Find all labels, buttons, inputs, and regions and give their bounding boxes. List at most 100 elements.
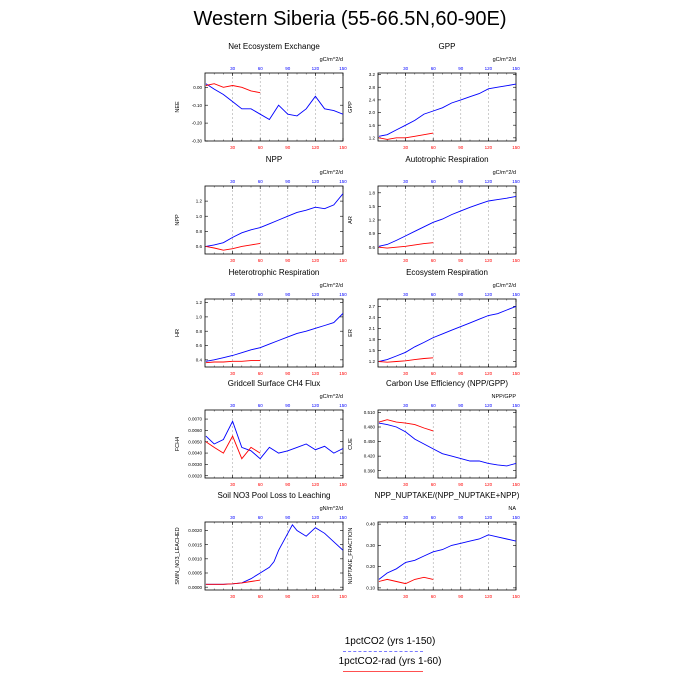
y-tick-label: 0.0070 (188, 417, 202, 422)
y-tick-label: 0.420 (364, 454, 376, 459)
y-tick-label: 0.6 (369, 245, 376, 250)
x-tick-label-bottom: 150 (339, 482, 347, 487)
x-tick-label-bottom: 150 (339, 145, 347, 150)
series-line-1pctco2-rad (378, 242, 434, 249)
chart-units: gC/m^2/d (320, 394, 343, 400)
y-tick-label: -0.10 (192, 103, 203, 108)
x-tick-label-bottom: 150 (512, 145, 520, 150)
x-tick-label-top: 90 (458, 179, 464, 184)
x-tick-label-bottom: 150 (512, 594, 520, 599)
y-tick-label: 2.7 (369, 304, 376, 309)
chart-panel-9: Soil NO3 Pool Loss to Leaching gN/m^2/d 30… (175, 491, 347, 599)
y-axis-label: GPP (348, 101, 354, 113)
x-tick-label-top: 120 (485, 179, 493, 184)
x-tick-label-top: 30 (230, 292, 236, 297)
x-tick-label-bottom: 120 (485, 594, 493, 599)
y-tick-label: 0.00 (193, 85, 202, 90)
plot-frame (204, 521, 344, 591)
y-tick-label: 0.0020 (188, 473, 202, 478)
x-tick-label-top: 120 (312, 66, 320, 71)
chart-units: gC/m^2/d (320, 283, 343, 289)
x-tick-label-bottom: 30 (403, 594, 409, 599)
x-tick-label-top: 120 (312, 179, 320, 184)
chart-title: Gridcell Surface CH4 Flux (228, 379, 320, 388)
chart-units: gC/m^2/d (493, 283, 516, 289)
x-tick-label-bottom: 30 (403, 482, 409, 487)
series-line-1pctco2 (205, 523, 343, 585)
x-tick-label-bottom: 60 (431, 482, 437, 487)
series-line-1pctco2 (378, 83, 516, 137)
x-tick-label-bottom: 120 (485, 258, 493, 263)
x-tick-label-top: 150 (339, 179, 347, 184)
x-tick-label-bottom: 90 (458, 258, 464, 263)
x-tick-label-bottom: 30 (230, 145, 236, 150)
x-tick-label-bottom: 90 (458, 371, 464, 376)
x-tick-label-top: 30 (230, 403, 236, 408)
y-axis-label: AR (348, 216, 354, 224)
y-tick-label: 1.8 (369, 337, 376, 342)
x-tick-label-top: 120 (312, 515, 320, 520)
y-tick-label: 2.8 (369, 85, 376, 90)
y-tick-label: 0.0060 (188, 428, 202, 433)
x-tick-label-bottom: 120 (485, 145, 493, 150)
x-tick-label-bottom: 30 (403, 258, 409, 263)
y-axis-label: NPP (175, 214, 181, 226)
x-tick-label-bottom: 30 (403, 371, 409, 376)
y-axis-label: SMIN_NO3_LEACHED (175, 527, 181, 584)
series-line-1pctco2 (205, 312, 343, 362)
x-tick-label-bottom: 30 (230, 258, 236, 263)
x-tick-label-top: 60 (431, 515, 437, 520)
x-tick-label-bottom: 60 (258, 482, 264, 487)
x-tick-label-bottom: 30 (230, 594, 236, 599)
y-tick-label: 0.40 (366, 522, 375, 527)
x-tick-label-top: 30 (403, 403, 409, 408)
y-tick-label: 0.510 (364, 410, 376, 415)
y-tick-label: 1.2 (369, 218, 376, 223)
x-tick-label-top: 60 (431, 403, 437, 408)
plot-frame (377, 72, 517, 142)
series-line-1pctco2-rad (205, 360, 261, 364)
y-tick-label: 0.4 (196, 357, 203, 362)
plot-frame (377, 409, 517, 479)
chart-title: Ecosystem Respiration (406, 268, 488, 277)
plot-frame (204, 72, 344, 142)
x-tick-label-top: 90 (458, 66, 464, 71)
y-tick-label: 1.5 (369, 204, 376, 209)
y-tick-label: 0.390 (364, 468, 376, 473)
x-tick-label-bottom: 60 (258, 145, 264, 150)
chart-title: Soil NO3 Pool Loss to Leaching (218, 491, 331, 500)
x-tick-label-top: 60 (431, 179, 437, 184)
x-tick-label-bottom: 150 (512, 371, 520, 376)
x-tick-label-top: 90 (285, 179, 291, 184)
y-tick-label: -0.30 (192, 139, 203, 144)
series-line-1pctco2 (378, 195, 516, 247)
x-tick-label-bottom: 120 (312, 258, 320, 263)
plot-frame (204, 409, 344, 479)
legend: 1pctCO2 (yrs 1-150) 1pctCO2-rad (yrs 1-6… (290, 636, 490, 676)
y-tick-label: 2.4 (369, 97, 376, 102)
chart-title: GPP (439, 42, 456, 51)
y-axis-label: HR (175, 329, 181, 337)
y-tick-label: 0.0010 (188, 556, 202, 561)
y-tick-label: 2.1 (369, 326, 376, 331)
y-tick-label: 0.0015 (188, 542, 202, 547)
x-tick-label-bottom: 120 (312, 371, 320, 376)
series-line-1pctco2-rad (378, 357, 434, 363)
chart-panel-2: GPP gC/m^2/d 30 60 90 120 150 30 60 90 120 150 1.2 1.… (348, 42, 520, 150)
y-tick-label: 0.450 (364, 439, 376, 444)
y-tick-label: 0.0020 (188, 528, 202, 533)
x-tick-label-bottom: 30 (403, 145, 409, 150)
x-tick-label-bottom: 90 (458, 594, 464, 599)
y-tick-label: 1.8 (369, 190, 376, 195)
y-tick-label: 0.6 (196, 244, 203, 249)
legend-item-1pctco2: 1pctCO2 (yrs 1-150) (290, 636, 490, 656)
x-tick-label-top: 150 (512, 403, 520, 408)
y-tick-label: 2.4 (369, 315, 376, 320)
y-tick-label: 0.20 (366, 564, 375, 569)
legend-label: 1pctCO2-rad (yrs 1-60) (338, 656, 442, 667)
y-tick-label: 1.6 (369, 123, 376, 128)
x-tick-label-top: 120 (485, 292, 493, 297)
series-line-1pctco2 (205, 420, 343, 460)
